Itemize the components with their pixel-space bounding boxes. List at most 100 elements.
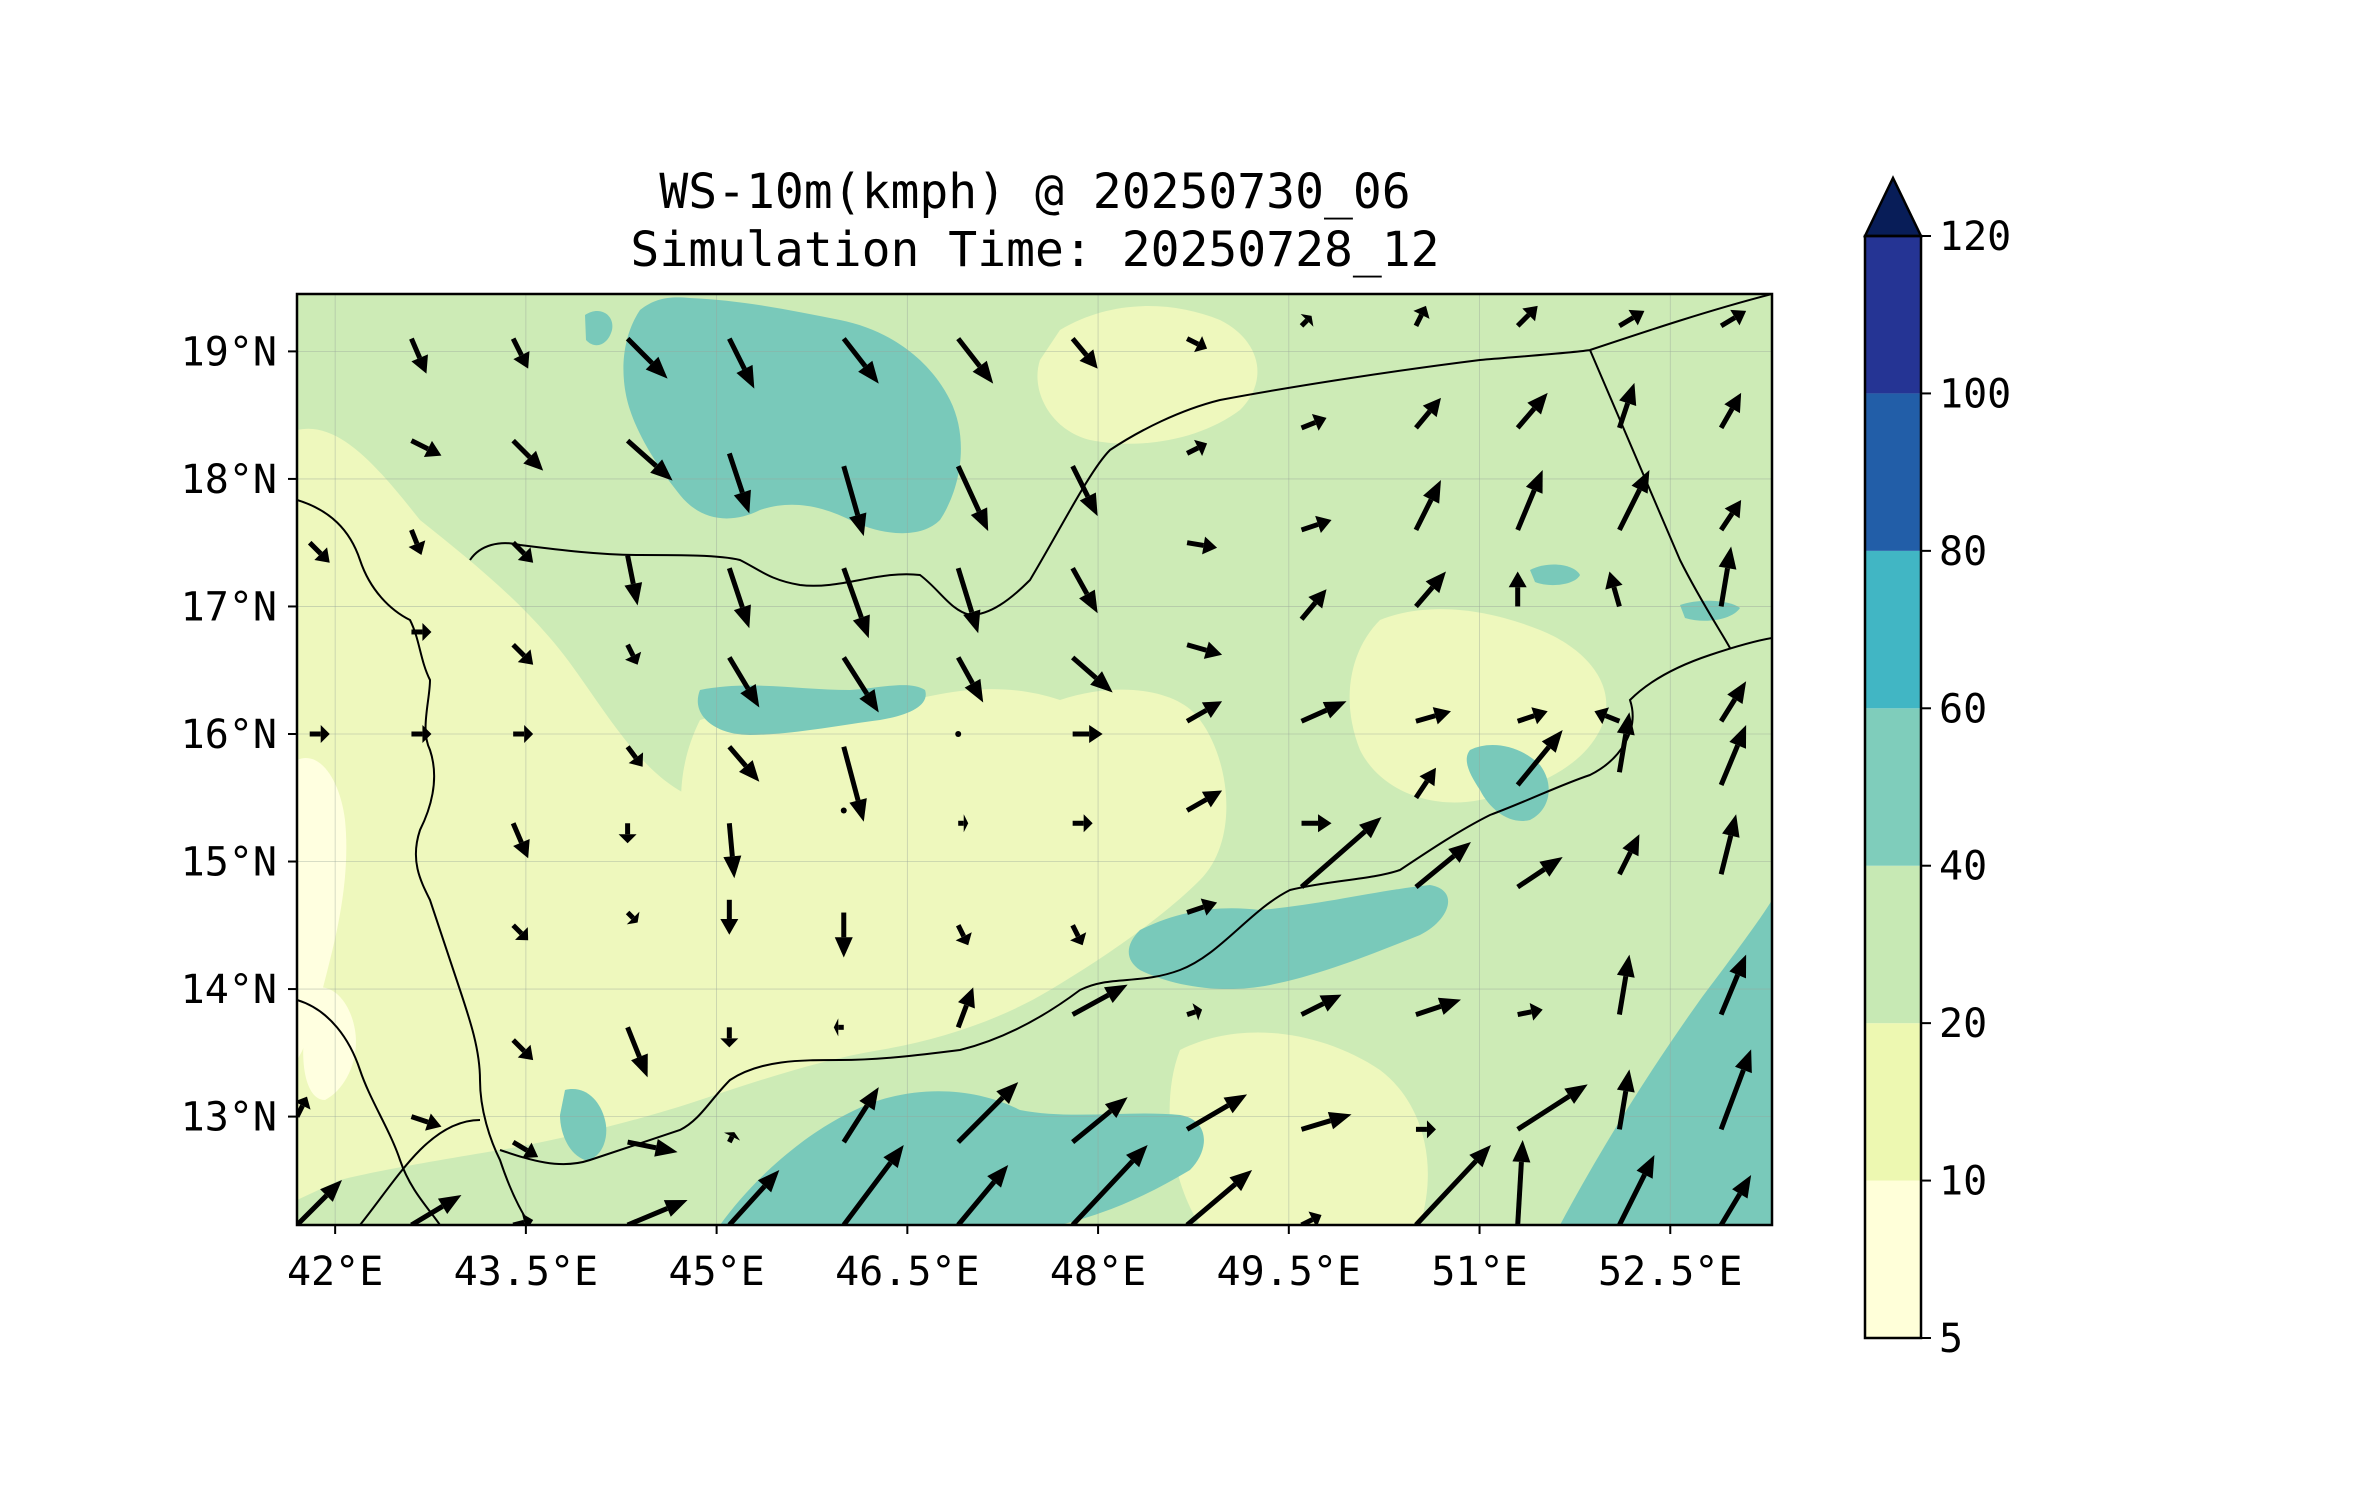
wind-arrow [1616, 954, 1635, 1015]
wind-arrow [1415, 707, 1451, 725]
wind-arrow [1413, 479, 1441, 532]
high-speed-patch-small-4 [1530, 564, 1580, 586]
wind-arrow [1185, 790, 1223, 813]
wind-arrow [1414, 397, 1441, 430]
wind-arrow [1070, 924, 1087, 946]
wind-arrow [627, 1138, 678, 1157]
wind-arrow [1718, 546, 1737, 607]
wind-arrow [625, 336, 668, 379]
wind-arrow [1300, 414, 1327, 431]
colorbar-frame [1863, 234, 1923, 1340]
wind-arrow [841, 1087, 879, 1144]
wind-arrow [1070, 566, 1098, 614]
wind-arrow [1300, 1112, 1352, 1132]
wind-arrow [510, 337, 530, 369]
wind-arrow [1718, 725, 1747, 786]
high-speed-patch-north [623, 297, 961, 534]
wind-arrow [1413, 767, 1436, 800]
x-tick-label: 49.5°E [1217, 1249, 1362, 1295]
wind-arrow [1414, 571, 1446, 609]
wind-arrow [833, 1018, 844, 1037]
wind-arrow [1508, 571, 1527, 607]
x-tick-label: 48°E [1050, 1249, 1146, 1295]
wind-arrow [841, 656, 879, 713]
wind-arrow [955, 465, 989, 532]
wind-arrow [625, 1026, 648, 1078]
wind-arrow [727, 745, 760, 782]
wind-arrow [411, 724, 432, 743]
africa-coast [297, 999, 441, 1225]
wind-arrow [1617, 834, 1640, 876]
wind-arrow [726, 452, 751, 514]
wind-arrow [955, 987, 975, 1029]
wind-arrow [511, 540, 534, 563]
wind-arrow [1516, 857, 1563, 890]
wind-arrow [410, 1113, 442, 1131]
chart-title: WS-10m(kmph) @ 20250730_06 [659, 164, 1410, 220]
y-tick-label: 18°N [181, 457, 277, 503]
wind-arrow [1300, 701, 1347, 724]
wind-arrow [1516, 1084, 1588, 1132]
wind-arrow [1414, 842, 1471, 889]
wind-arrow [834, 912, 853, 958]
wind-arrow [1515, 730, 1563, 787]
wind-arrow [1718, 814, 1740, 875]
wind-arrow [958, 814, 969, 833]
wind-arrow [624, 554, 643, 606]
wind-arrow [625, 745, 644, 767]
chart-subtitle: Simulation Time: 20250728_12 [630, 222, 1439, 278]
colorbar-tick-label: 100 [1939, 371, 2011, 417]
wind-arrow [841, 465, 867, 537]
wind-arrow [1185, 336, 1208, 353]
wind-arrow [1185, 1094, 1248, 1132]
colorbar-tick-label: 20 [1939, 1001, 1987, 1047]
wind-arrow [956, 1082, 1019, 1144]
x-axis: 42°E 43.5°E 45°E 46.5°E 48°E 49.5°E 51°E 52.5°E [287, 1225, 1743, 1295]
wind-arrow [1515, 469, 1543, 531]
yemen-oman-border [1589, 349, 1731, 649]
x-tick-label: 42°E [287, 1249, 383, 1295]
wind-arrow [309, 724, 330, 743]
wind-arrow [1071, 1097, 1128, 1145]
wind-arrow [1515, 305, 1538, 328]
wind-arrow [1415, 1120, 1436, 1139]
wind-arrow [1512, 1140, 1531, 1225]
wind-arrow [307, 540, 330, 563]
colorbar-tick-label: 5 [1939, 1316, 1963, 1362]
wind-arrow [1594, 707, 1621, 725]
wind-arrow [511, 1038, 534, 1061]
wind-arrow [1718, 954, 1747, 1016]
lowest-speed-zone [297, 758, 347, 1060]
map-frame [295, 292, 1774, 1227]
wind-arrow [727, 1170, 780, 1225]
wind-arrow [1299, 589, 1327, 621]
wind-arrow [408, 529, 426, 555]
map-area [297, 294, 1772, 1225]
wind-arrow [1718, 392, 1742, 430]
high-speed-patch-southeast [1560, 900, 1772, 1225]
wind-arrow [625, 438, 673, 481]
saudi-oman-border [1589, 294, 1772, 351]
wind-arrow [1719, 681, 1747, 723]
wind-arrow [1071, 655, 1113, 693]
y-tick-label: 16°N [181, 712, 277, 758]
wind-arrow [727, 656, 760, 708]
colorbar-tick-label: 40 [1939, 844, 1987, 890]
wind-arrow [1070, 465, 1098, 517]
y-tick-label: 17°N [181, 584, 277, 630]
wind-arrow [1617, 1155, 1655, 1225]
wind-arrow [510, 822, 530, 859]
wind-arrow [720, 899, 739, 935]
wind-arrow [723, 823, 742, 879]
y-axis: 19°N 18°N 17°N 16°N 15°N 14°N 13°N [181, 329, 297, 1141]
wind-arrow [1415, 997, 1461, 1017]
gridlines [297, 294, 1772, 1225]
colorbar-segment [1865, 865, 1921, 1024]
wind-arrow [1186, 641, 1223, 659]
colorbar-segment [1865, 708, 1921, 866]
wind-arrow [1300, 994, 1342, 1017]
wind-arrow [1072, 814, 1093, 833]
wind-arrow [724, 1132, 741, 1144]
high-speed-patch-small-5 [1680, 600, 1740, 621]
